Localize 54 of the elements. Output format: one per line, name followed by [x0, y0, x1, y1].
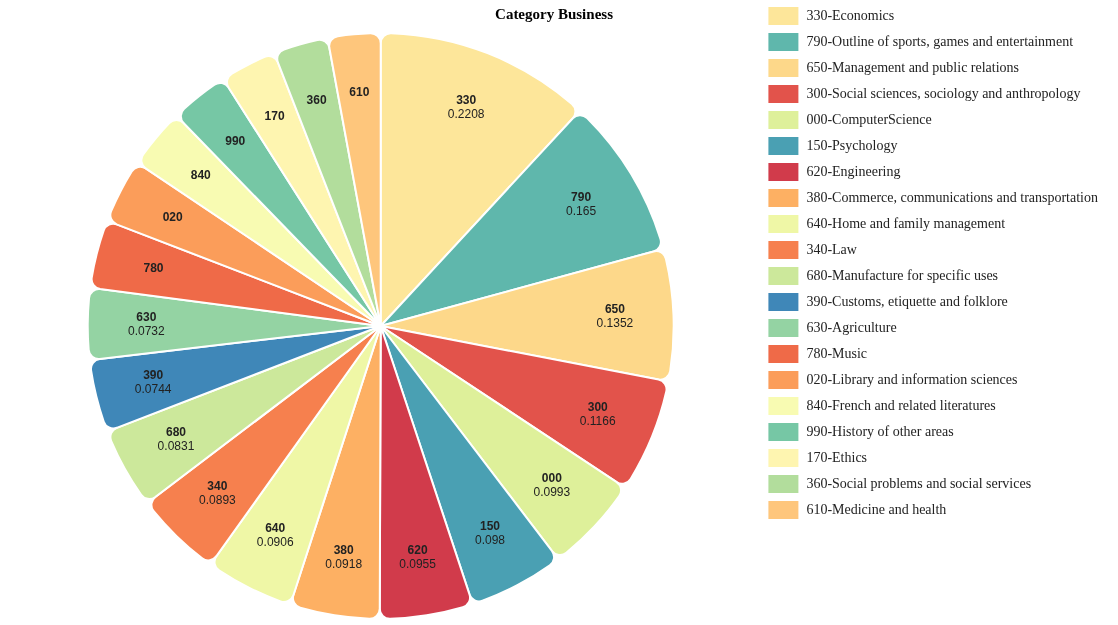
legend-label: 650-Management and public relations: [806, 59, 1020, 75]
data-label: 0.165: [566, 203, 597, 218]
data-label: 0.2208: [447, 107, 485, 122]
data-label: 0.1166: [579, 413, 616, 428]
data-label: 0.1352: [596, 316, 634, 331]
text: 020: [162, 210, 183, 225]
text: 640: [265, 520, 286, 535]
text: 340: [207, 479, 228, 494]
text: 300: [587, 399, 608, 414]
chart-title: Category Business: [495, 5, 614, 22]
text: 840: [190, 168, 211, 183]
legend-label: 680-Manufacture for specific uses: [806, 267, 999, 283]
legend-label: 340-Law: [806, 241, 858, 257]
legend-label: 840-French and related literatures: [806, 397, 996, 413]
legend-label: 990-History of other areas: [806, 423, 954, 439]
text: 360: [306, 92, 327, 107]
data-label: 0.0993: [533, 485, 571, 500]
legend-label: 380-Commerce, communications and transportation: [806, 189, 1098, 205]
legend-label: 630-Agriculture: [806, 319, 897, 335]
data-label: 0.098: [474, 532, 506, 547]
data-label: 0.0906: [256, 534, 294, 549]
text: 170: [264, 109, 285, 124]
legend-label: 020-Library and information sciences: [806, 371, 1018, 387]
text: 380: [333, 542, 354, 557]
text: 330: [456, 93, 477, 108]
legend-label: 150-Psychology: [806, 137, 898, 153]
text: 990: [225, 134, 246, 149]
data-label: 0.0918: [325, 556, 363, 571]
legend-label: 330-Economics: [806, 7, 895, 23]
data-label: 0.0744: [134, 381, 172, 396]
legend-label: 170-Ethics: [806, 449, 868, 465]
legend-label: 360-Social problems and social services: [806, 475, 1032, 491]
legend-label: 620-Engineering: [806, 163, 901, 179]
legend-label: 610-Medicine and health: [806, 501, 947, 517]
data-label: 0.0955: [399, 556, 437, 571]
text: 650: [604, 302, 625, 317]
legend-label: 640-Home and family management: [806, 215, 1006, 231]
legend-label: 000-ComputerScience: [806, 111, 932, 127]
text: 620: [407, 542, 428, 557]
text: 630: [136, 309, 157, 324]
legend-label: 790-Outline of sports, games and entertainment: [806, 33, 1074, 49]
data-label: 0.0893: [199, 493, 237, 508]
text: 780: [143, 260, 164, 275]
legend-label: 300-Social sciences, sociology and anthropology: [806, 85, 1081, 101]
text: 790: [571, 189, 592, 204]
text: 610: [349, 84, 370, 99]
text: 680: [165, 425, 186, 440]
text: 390: [143, 367, 164, 382]
data-label: 0.0732: [127, 323, 165, 338]
text: 000: [541, 471, 562, 486]
legend-label: 780-Music: [806, 345, 868, 361]
data-label: 0.0831: [157, 439, 195, 454]
text: 150: [479, 518, 501, 533]
legend-label: 390-Customs, etiquette and folklore: [806, 293, 1008, 309]
